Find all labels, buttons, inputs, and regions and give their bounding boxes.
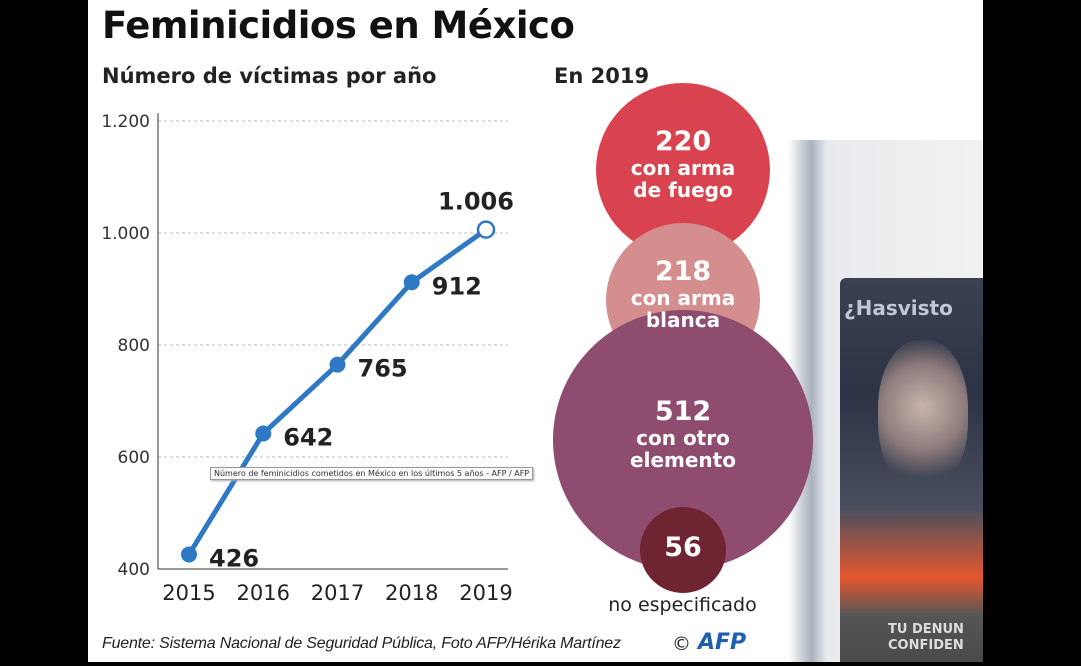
- y-tick-label: 800: [118, 336, 150, 356]
- poster-footer: TU DENUN CONFIDEN: [888, 622, 964, 654]
- bubble-value: 220: [654, 126, 712, 157]
- bubble-subtitle: En 2019: [554, 64, 650, 88]
- line-chart: 400 600 800 1.000 1.200 426 2015 642 2016 765 2017…: [101, 83, 813, 605]
- bubble-value: 56: [664, 532, 702, 563]
- poster-heading: ¿Hasvisto: [844, 296, 953, 320]
- x-tick-label: 2017: [311, 581, 364, 605]
- bubble-caption: no especificado: [608, 594, 757, 616]
- data-label: 1.006: [438, 188, 514, 216]
- image-tooltip: Número de feminicidios cometidos en Méxi…: [210, 467, 534, 480]
- bubble-label: 220 con arma de fuego: [583, 126, 783, 202]
- bubble-caption: elemento: [630, 448, 736, 472]
- x-tick-label: 2019: [459, 581, 512, 605]
- bubble-caption: con otro: [636, 426, 730, 450]
- bubble-label: 56: [583, 533, 783, 563]
- page-title: Feminicidios en México: [102, 4, 575, 47]
- bubble-caption: blanca: [645, 308, 721, 332]
- bubble-value: 218: [654, 256, 712, 287]
- data-label: 642: [283, 423, 333, 451]
- data-label: 765: [358, 355, 408, 383]
- data-label: 912: [432, 272, 482, 300]
- data-label: 426: [209, 544, 259, 572]
- x-tick-label: 2018: [385, 581, 438, 605]
- y-tick-label: 1.200: [101, 112, 150, 132]
- infographic: ¿Hasvisto TU DENUN CONFIDEN Feminicidios…: [88, 0, 983, 662]
- poster-footer-line: CONFIDEN: [888, 638, 964, 653]
- bubble: [596, 83, 770, 257]
- data-point: [403, 274, 420, 291]
- data-point: [476, 220, 496, 239]
- bubble: [640, 507, 726, 593]
- bubble-caption: con arma: [630, 156, 736, 180]
- bubble-caption: de fuego: [633, 178, 733, 202]
- bubble-caption: con arma: [630, 286, 736, 310]
- bubble: [553, 310, 813, 570]
- afp-logo: AFP: [698, 630, 747, 655]
- bubble-value: 512: [654, 396, 712, 427]
- copyright-symbol: ©: [672, 633, 691, 655]
- chart-subtitle: Número de víctimas por año: [102, 64, 437, 88]
- x-tick-label: 2015: [162, 581, 215, 605]
- bubble-label: 512 con otro elemento: [583, 396, 783, 472]
- x-tick-label: 2016: [237, 581, 290, 605]
- y-tick-label: 1.000: [101, 224, 150, 244]
- bubble-label: 218 con arma blanca: [583, 256, 783, 332]
- poster-footer-line: TU DENUN: [888, 622, 964, 637]
- pixelated-face: [878, 340, 968, 490]
- source-footer: Fuente: Sistema Nacional de Seguridad Pú…: [102, 635, 621, 652]
- data-point: [329, 356, 346, 373]
- data-point: [181, 546, 197, 563]
- y-tick-label: 600: [118, 448, 150, 468]
- y-tick-label: 400: [118, 560, 150, 580]
- data-point: [255, 425, 272, 442]
